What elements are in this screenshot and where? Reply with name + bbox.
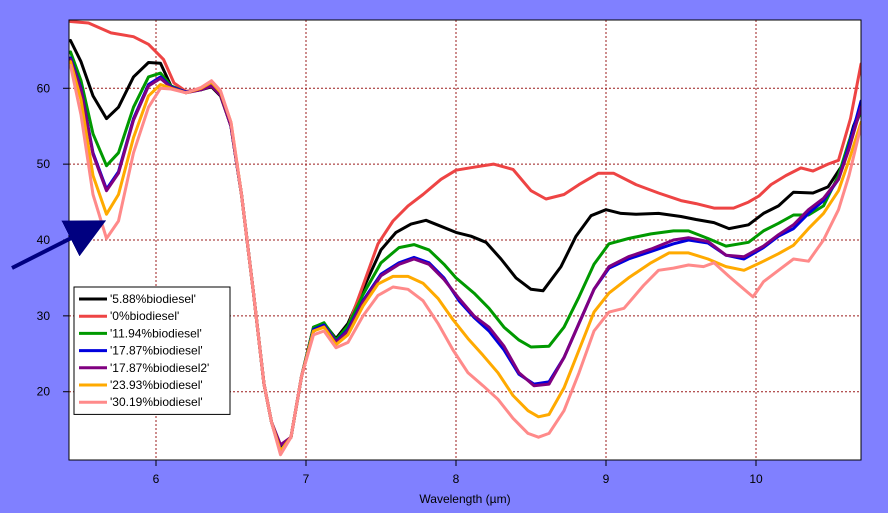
series-line-6 bbox=[69, 64, 861, 457]
y-tick-label: 40 bbox=[37, 233, 51, 247]
legend-label: '17.87%biodiesel2' bbox=[110, 361, 209, 375]
x-tick-label: 9 bbox=[603, 472, 610, 486]
x-tick-label: 8 bbox=[453, 472, 460, 486]
legend-label: '30.19%biodiesel' bbox=[110, 395, 203, 409]
x-tick-label: 10 bbox=[749, 472, 763, 486]
legend: '5.88%biodiesel' '0%biodiesel' '11.94%biod… bbox=[73, 286, 231, 415]
y-tick-label: 50 bbox=[37, 157, 51, 171]
legend-label: '0%biodiesel' bbox=[110, 309, 179, 323]
y-tick-label: 20 bbox=[37, 385, 51, 399]
legend-label: '11.94%biodiesel' bbox=[110, 326, 202, 340]
x-axis-label: Wavelength (µm) bbox=[419, 492, 510, 506]
legend-label: '5.88%biodiesel' bbox=[110, 292, 196, 306]
annotation-arrow bbox=[11, 220, 107, 270]
series-lines bbox=[69, 20, 861, 457]
y-tick-label: 30 bbox=[37, 309, 51, 323]
legend-label: '17.87%biodiesel' bbox=[110, 344, 203, 358]
x-tick-label: 7 bbox=[303, 472, 310, 486]
y-tick-label: 60 bbox=[37, 81, 51, 95]
x-tick-label: 6 bbox=[153, 472, 160, 486]
axis-ticks: 6 7 8 9 10 20 30 40 50 60 bbox=[37, 81, 763, 486]
legend-label: '23.93%biodiesel' bbox=[110, 378, 203, 392]
